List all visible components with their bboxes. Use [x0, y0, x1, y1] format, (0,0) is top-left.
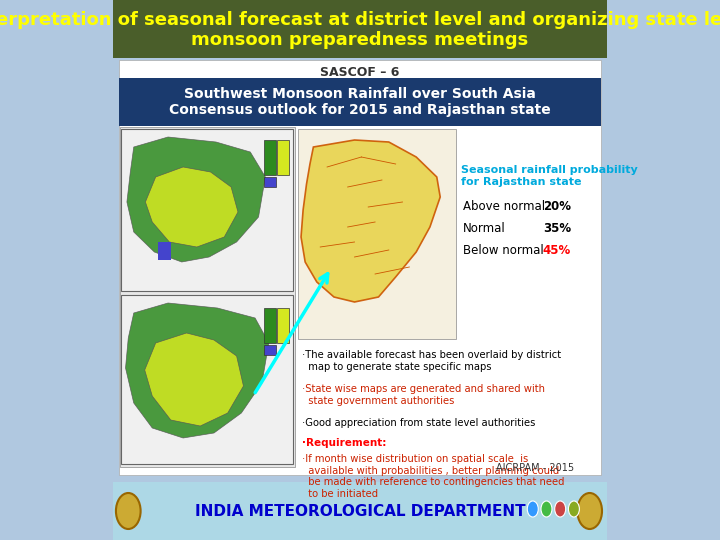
- Circle shape: [577, 493, 602, 529]
- Text: ·Requirement:: ·Requirement:: [302, 438, 387, 448]
- Circle shape: [568, 501, 580, 517]
- FancyArrowPatch shape: [255, 274, 328, 393]
- Text: 20%: 20%: [543, 200, 571, 213]
- Polygon shape: [145, 167, 238, 247]
- Bar: [120, 127, 295, 467]
- Bar: [264, 345, 276, 355]
- Bar: [113, 0, 607, 58]
- Polygon shape: [145, 333, 243, 426]
- Bar: [264, 308, 276, 343]
- Text: Southwest Monsoon Rainfall over South Asia
Consensus outlook for 2015 and Rajast: Southwest Monsoon Rainfall over South As…: [169, 87, 551, 117]
- Text: ·State wise maps are generated and shared with
  state government authorities: ·State wise maps are generated and share…: [302, 384, 546, 406]
- Text: Above normal: Above normal: [463, 200, 545, 213]
- Text: Interpretation of seasonal forecast at district level and organizing state level: Interpretation of seasonal forecast at d…: [0, 11, 720, 49]
- Text: 35%: 35%: [543, 222, 571, 235]
- Circle shape: [541, 501, 552, 517]
- Bar: [264, 177, 276, 187]
- Circle shape: [527, 501, 539, 517]
- Text: INDIA METEOROLOGICAL DEPARTMENT: INDIA METEOROLOGICAL DEPARTMENT: [194, 503, 526, 518]
- Bar: [158, 242, 171, 260]
- Bar: [264, 140, 276, 175]
- Bar: [113, 482, 607, 540]
- Text: ·Good appreciation from state level authorities: ·Good appreciation from state level auth…: [302, 418, 536, 428]
- Bar: [298, 129, 456, 339]
- Text: 45%: 45%: [543, 245, 571, 258]
- Bar: [122, 129, 293, 291]
- Polygon shape: [301, 140, 440, 302]
- Circle shape: [116, 493, 140, 529]
- Polygon shape: [125, 303, 269, 438]
- Bar: [277, 308, 289, 343]
- Text: Below normal: Below normal: [463, 245, 544, 258]
- Bar: [119, 78, 601, 126]
- Bar: [119, 60, 601, 475]
- Bar: [277, 140, 289, 175]
- Text: ·The available forecast has been overlaid by district
  map to generate state sp: ·The available forecast has been overlai…: [302, 350, 562, 372]
- Polygon shape: [127, 137, 266, 262]
- Text: Seasonal rainfall probability
for Rajasthan state: Seasonal rainfall probability for Rajast…: [462, 165, 638, 187]
- Text: SASCOF – 6: SASCOF – 6: [320, 65, 400, 78]
- Circle shape: [554, 501, 566, 517]
- Text: Normal: Normal: [463, 222, 505, 235]
- Text: AICRPAM - 2015: AICRPAM - 2015: [496, 463, 574, 473]
- Bar: [122, 295, 293, 464]
- Text: ·If month wise distribution on spatial scale  is
  available with probabilities : ·If month wise distribution on spatial s…: [302, 454, 565, 499]
